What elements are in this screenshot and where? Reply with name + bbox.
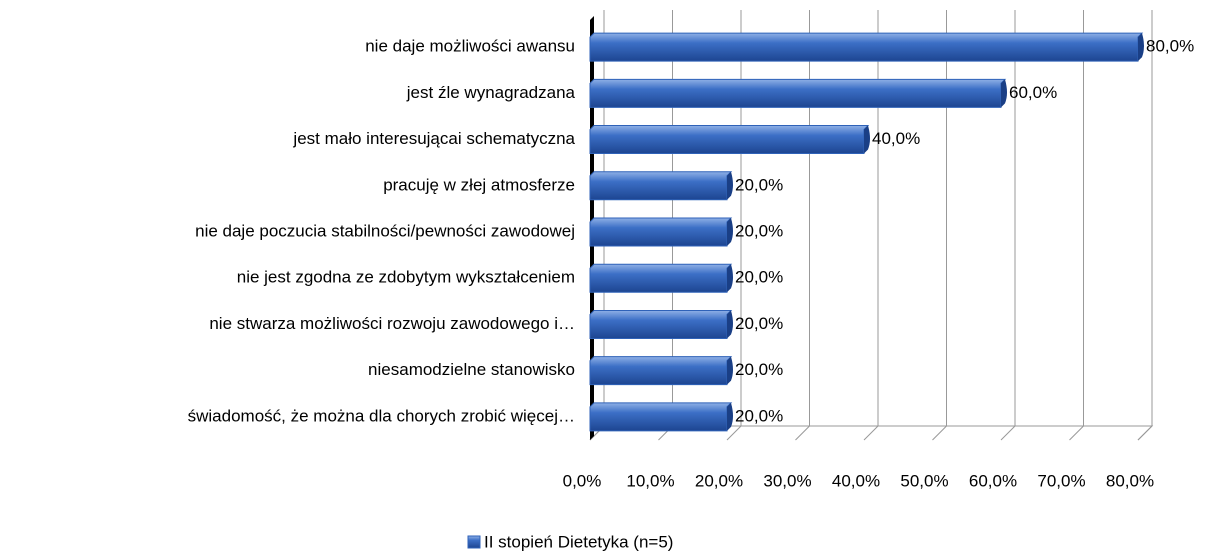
value-label: 20,0%	[735, 175, 783, 194]
value-label: 20,0%	[735, 406, 783, 425]
bar	[589, 125, 870, 155]
value-label: 60,0%	[1009, 83, 1057, 102]
grid-line	[1069, 10, 1084, 441]
x-tick-label: 40,0%	[832, 471, 880, 490]
x-tick-label: 60,0%	[969, 471, 1017, 490]
x-tick-label: 50,0%	[900, 471, 948, 490]
bar-body	[589, 217, 733, 247]
bar-body	[589, 125, 870, 155]
x-tick-label: 80,0%	[1106, 471, 1154, 490]
bar-body	[589, 402, 733, 432]
category-label: nie jest zgodna ze zdobytym wykształceni…	[237, 268, 575, 287]
legend-label: II stopień Dietetyka (n=5)	[484, 532, 673, 551]
grid-line	[795, 10, 810, 441]
value-label: 20,0%	[735, 268, 783, 287]
grid-line	[1000, 10, 1016, 441]
bar-end	[1001, 79, 1007, 108]
bar-body	[589, 263, 733, 293]
grid-line	[1137, 10, 1153, 441]
x-tick-label: 70,0%	[1037, 471, 1085, 490]
bar-end	[864, 125, 870, 154]
value-label: 20,0%	[735, 314, 783, 333]
bar	[589, 402, 733, 432]
category-label: nie stwarza możliwości rozwoju zawodoweg…	[209, 314, 575, 333]
bar	[589, 356, 733, 386]
bar	[589, 309, 733, 339]
category-label: niesamodzielne stanowisko	[368, 360, 575, 379]
bar-end	[1138, 33, 1144, 62]
bar-body	[589, 356, 733, 386]
category-label: świadomość, że można dla chorych zrobić …	[188, 406, 575, 425]
bar	[589, 171, 733, 201]
legend-swatch	[467, 535, 481, 549]
bar-body	[589, 171, 733, 201]
bar-end	[727, 171, 733, 200]
value-label: 80,0%	[1146, 37, 1194, 56]
grid-line	[863, 10, 879, 441]
bar-end	[727, 264, 733, 293]
value-label: 40,0%	[872, 129, 920, 148]
bar-end	[727, 218, 733, 246]
bar-end	[727, 402, 733, 431]
bar	[589, 217, 733, 247]
bar	[589, 78, 1007, 108]
bar-end	[727, 356, 733, 385]
x-tick-label: 10,0%	[626, 471, 674, 490]
x-tick-label: 20,0%	[695, 471, 743, 490]
category-label: pracuję w złej atmosferze	[383, 175, 575, 194]
bar	[589, 263, 733, 293]
category-label: jest źle wynagradzana	[406, 83, 576, 102]
value-label: 20,0%	[735, 360, 783, 379]
bar-body	[589, 78, 1007, 108]
bar-end	[727, 310, 733, 339]
x-tick-label: 30,0%	[763, 471, 811, 490]
category-label: jest mało interesującai schematyczna	[292, 129, 575, 148]
bar	[589, 32, 1144, 62]
x-tick-label: 0,0%	[563, 471, 602, 490]
bar-body	[589, 309, 733, 339]
grid-line	[932, 10, 947, 441]
category-label: nie daje możliwości awansu	[365, 37, 575, 56]
value-label: 20,0%	[735, 221, 783, 240]
category-label: nie daje poczucia stabilności/pewności z…	[195, 221, 575, 240]
bar-body	[589, 32, 1144, 62]
